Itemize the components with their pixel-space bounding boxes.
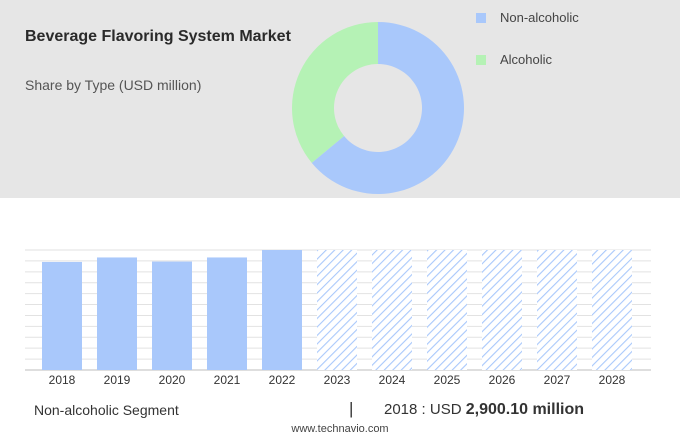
x-tick-label: 2027 <box>544 373 571 387</box>
bar-2018 <box>42 261 82 370</box>
x-tick-label: 2020 <box>159 373 186 387</box>
x-tick-label: 2028 <box>599 373 626 387</box>
x-tick-label: 2024 <box>379 373 406 387</box>
donut-svg <box>292 22 464 195</box>
x-tick-label: 2018 <box>49 373 76 387</box>
x-tick-label: 2019 <box>104 373 131 387</box>
legend-label-alcoholic: Alcoholic <box>500 52 553 67</box>
x-tick-label: 2026 <box>489 373 516 387</box>
source-link[interactable]: www.technavio.com <box>291 423 389 435</box>
x-tick-label: 2022 <box>269 373 296 387</box>
bar-forecast-2024 <box>372 250 412 370</box>
bar-2019 <box>97 257 137 370</box>
legend-item-alcoholic: Alcoholic <box>476 52 552 67</box>
bar-forecast-2023 <box>317 250 357 370</box>
bar-forecast-2025 <box>427 250 467 370</box>
legend-label-non-alcoholic: Non-alcoholic <box>500 10 579 25</box>
chart-title: Beverage Flavoring System Market <box>25 28 291 45</box>
footer-separator: | <box>349 399 354 418</box>
bar-2021 <box>207 257 247 370</box>
footer-segment: Non-alcoholic Segment <box>34 402 179 418</box>
bar-forecast-2027 <box>537 250 577 370</box>
footer-value: 2018 : USD 2,900.10 million <box>384 401 584 419</box>
bar-chart-svg: 2018 2019 2020 2021 2022 2023 2024 2025 2026 2027… <box>25 249 651 387</box>
x-tick-label: 2023 <box>324 373 351 387</box>
summary-panel: Beverage Flavoring System Market Share b… <box>0 0 680 198</box>
legend-swatch-alcoholic <box>476 54 486 65</box>
footer-year-label: 2018 : USD <box>384 401 462 418</box>
bar-2022 <box>262 250 302 370</box>
legend-swatch-non-alcoholic <box>476 12 486 23</box>
bar-forecast-2028 <box>592 250 632 370</box>
donut-chart <box>292 22 464 195</box>
bar-2020 <box>152 261 192 370</box>
bar-forecast-2026 <box>482 250 522 370</box>
footer-value-amount: 2,900.10 million <box>465 401 584 418</box>
donut-slice-alcoholic <box>292 22 378 163</box>
bar-chart: 2018 2019 2020 2021 2022 2023 2024 2025 2026 2027… <box>0 236 680 396</box>
x-tick-label: 2021 <box>214 373 241 387</box>
donut-slice-non-alcoholic <box>311 22 464 195</box>
legend-item-non-alcoholic: Non-alcoholic <box>476 10 579 25</box>
chart-subtitle: Share by Type (USD million) <box>25 77 202 93</box>
x-tick-label: 2025 <box>434 373 461 387</box>
